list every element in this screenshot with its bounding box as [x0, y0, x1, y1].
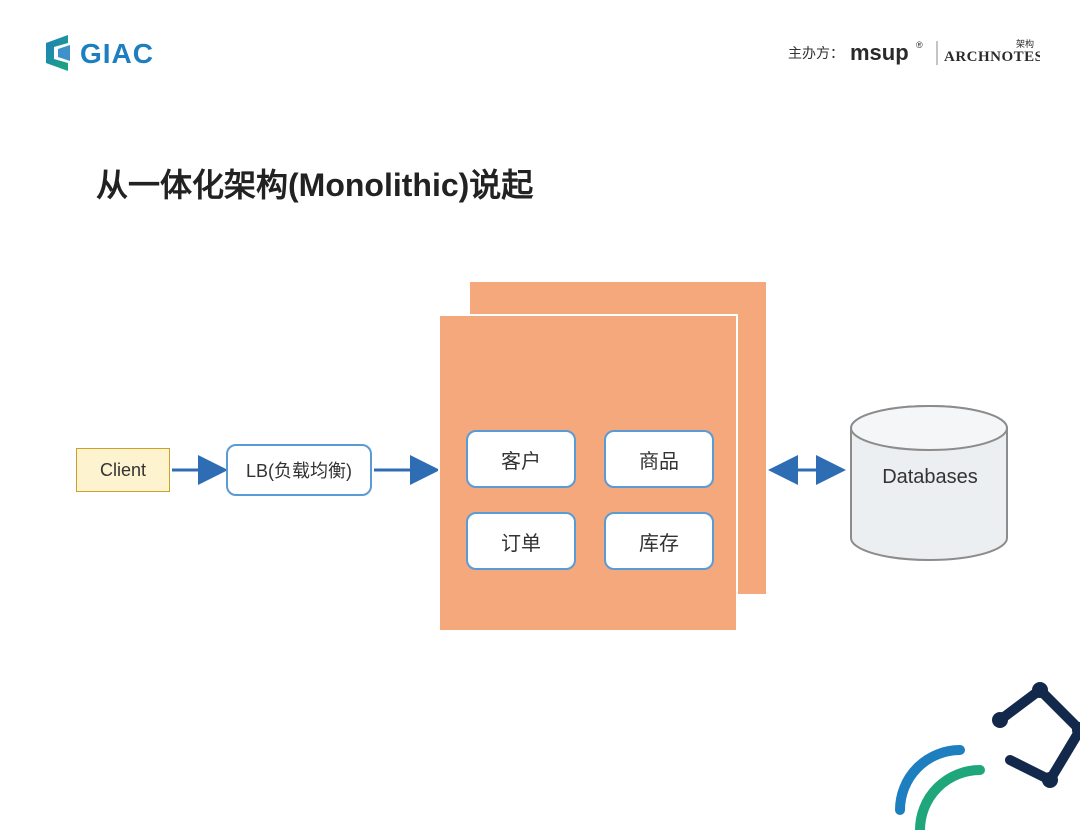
sponsor-block: 主办方： msup ® 架构 ARCHNOTES [788, 37, 1040, 69]
logo-text: GIAC [80, 38, 154, 69]
module-customer: 客户 [466, 430, 576, 488]
monolith-stack: 客户 商品 订单 库存 [438, 280, 768, 632]
decorative-corner-icon [880, 630, 1080, 830]
architecture-diagram: Client LB(负载均衡) 客户 商品 订单 库存 Databases [60, 280, 1020, 660]
msup-logo-icon: msup ® [850, 38, 930, 68]
logo-left: GIAC [40, 31, 190, 75]
client-label: Client [100, 460, 146, 481]
module-order: 订单 [466, 512, 576, 570]
database-label: Databases [860, 466, 1000, 489]
divider-icon [936, 39, 938, 67]
svg-text:®: ® [916, 40, 923, 50]
svg-text:msup: msup [850, 40, 909, 65]
page-title: 从一体化架构(Monolithic)说起 [96, 160, 533, 206]
giac-logo-icon: GIAC [40, 31, 190, 75]
sponsor-label: 主办方： [788, 43, 844, 63]
archnotes-logo-icon: 架构 ARCHNOTES [944, 37, 1040, 69]
loadbalancer-node: LB(负载均衡) [226, 444, 372, 496]
module-inventory: 库存 [604, 512, 714, 570]
svg-text:ARCHNOTES: ARCHNOTES [944, 49, 1040, 65]
svg-text:架构: 架构 [1016, 38, 1034, 49]
client-node: Client [76, 448, 170, 492]
module-product: 商品 [604, 430, 714, 488]
header: GIAC 主办方： msup ® 架构 ARCHNOTES [40, 28, 1040, 78]
monolith-front: 客户 商品 订单 库存 [438, 314, 738, 632]
module-grid: 客户 商品 订单 库存 [466, 430, 714, 570]
lb-label: LB(负载均衡) [246, 457, 352, 483]
